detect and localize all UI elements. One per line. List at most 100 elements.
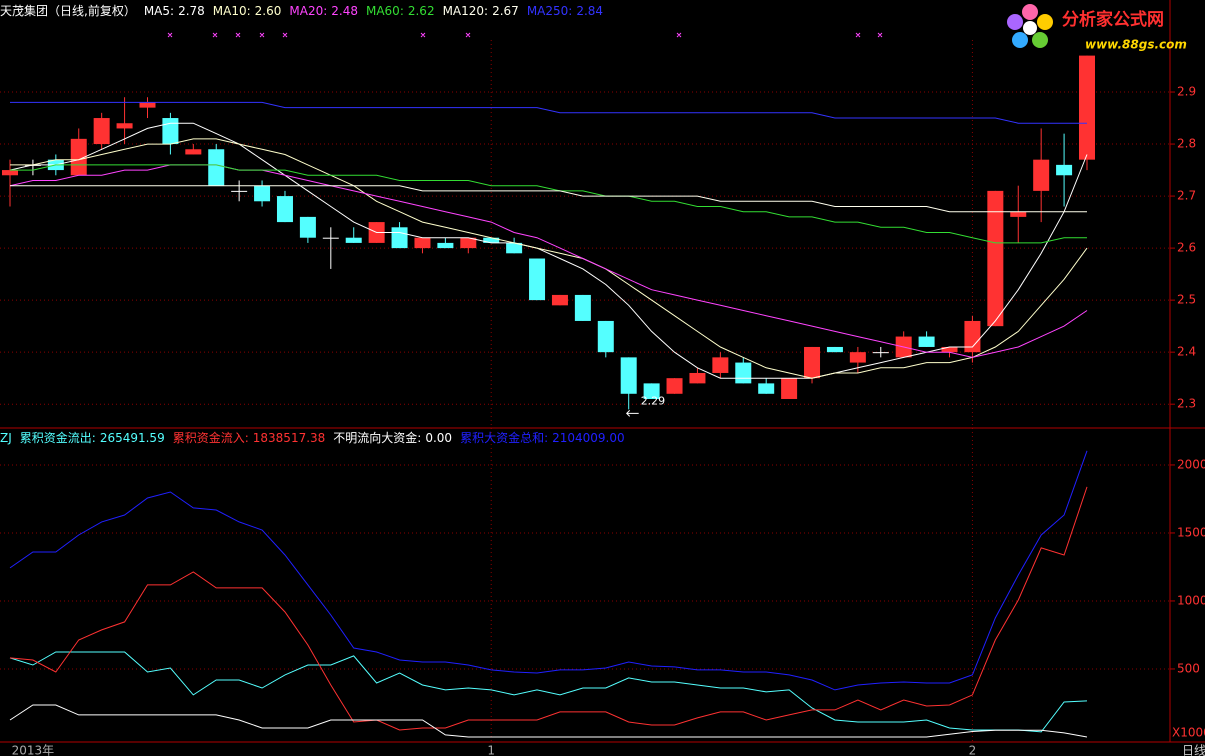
x-tick-label: 1 xyxy=(487,744,495,756)
annotation-arrow xyxy=(625,410,639,417)
legend-value: 1838517.38 xyxy=(253,431,326,445)
candle-body xyxy=(231,190,248,192)
series-line xyxy=(9,450,1088,691)
legend-value: 2.84 xyxy=(576,4,603,18)
logo-petal xyxy=(1022,4,1038,20)
candle-body xyxy=(666,378,683,394)
candle-body xyxy=(1056,164,1073,176)
candle-body xyxy=(597,320,614,353)
candle-body xyxy=(551,294,568,306)
candle-body xyxy=(506,242,523,254)
signal-mark xyxy=(167,32,883,38)
candle-body xyxy=(162,118,179,145)
legend-value: 265491.59 xyxy=(100,431,165,445)
logo-petal xyxy=(1012,32,1028,48)
candle-body xyxy=(116,123,133,129)
chart-title: ZJ xyxy=(0,431,12,445)
y-tick-label: 1500 xyxy=(1177,525,1205,539)
candle-body xyxy=(70,138,87,176)
candle-body xyxy=(689,372,706,384)
unit-label: X1000 xyxy=(1172,726,1205,740)
y-tick-label: 2.5 xyxy=(1177,293,1196,307)
x-tick-label: 2013年 xyxy=(12,744,55,756)
logo-url: www.88gs.com xyxy=(1085,38,1187,52)
series-line xyxy=(10,101,1087,124)
y-tick-label: 2000 xyxy=(1177,457,1205,471)
candle-body xyxy=(826,346,843,353)
chart-title: 天茂集团（日线,前复权） xyxy=(0,3,136,18)
candle-body xyxy=(529,258,546,301)
candle-body xyxy=(987,190,1004,327)
series-line xyxy=(9,651,1088,733)
candle-body xyxy=(849,352,866,363)
logo-petal xyxy=(1037,14,1053,30)
candle-body xyxy=(139,102,156,108)
legend-value: 2.60 xyxy=(255,4,282,18)
candle-body xyxy=(460,237,477,249)
y-tick-label: 500 xyxy=(1177,661,1200,675)
legend-value: 2.67 xyxy=(492,4,519,18)
legend-name: 累积资金流出: xyxy=(20,430,96,445)
logo-petal xyxy=(1032,32,1048,48)
y-tick-label: 2.3 xyxy=(1177,397,1196,411)
candle-body xyxy=(1010,211,1027,217)
y-tick-label: 2.7 xyxy=(1177,189,1196,203)
candle-body xyxy=(781,378,798,399)
candle-body xyxy=(437,242,454,249)
candle-body xyxy=(345,237,362,243)
candle-body xyxy=(1079,55,1095,160)
plot: 2.3 2.4 2.5 2.6 2.7 2.8 2.9 500 1000 1500 2000 2013… xyxy=(0,40,1205,756)
legend-value: 2104009.00 xyxy=(552,431,625,445)
candle-body xyxy=(872,352,889,354)
candle-body xyxy=(712,357,729,373)
y-tick-label: 2.4 xyxy=(1177,345,1196,359)
candle-body xyxy=(322,237,339,239)
series-line xyxy=(9,704,1088,738)
legend-name: MA250: xyxy=(527,4,573,18)
candle-body xyxy=(185,149,202,155)
y-tick-label: 2.6 xyxy=(1177,241,1196,255)
series-line xyxy=(10,185,1087,213)
legend-name: 不明流向大资金: xyxy=(333,430,421,445)
candle-body xyxy=(804,346,821,379)
logo-name: 分析家公式网 xyxy=(1062,9,1164,30)
logo-center xyxy=(1023,21,1037,35)
candle-body xyxy=(254,185,271,202)
legend-value: 0.00 xyxy=(425,431,452,445)
legend-value: 2.78 xyxy=(178,4,205,18)
series-line xyxy=(9,122,1088,379)
logo: 分析家公式网 www.88gs.com xyxy=(1007,4,1187,52)
logo-petal xyxy=(1007,14,1023,30)
series-line xyxy=(10,164,1087,244)
y-tick-label: 2.9 xyxy=(1177,85,1196,99)
period-label: 日线 xyxy=(1182,744,1205,756)
candle-body xyxy=(483,237,500,243)
y-tick-label: 1000 xyxy=(1177,593,1205,607)
signal-marks xyxy=(167,32,883,38)
header: 天茂集团（日线,前复权） MA5: 2.78 MA10: 2.60 MA20: 2.48 MA… xyxy=(0,3,603,18)
candle-body xyxy=(643,383,660,399)
header: ZJ 累积资金流出: 265491.59 累积资金流入: 1838517.38 不明流向大… xyxy=(0,430,625,445)
legend-name: MA60: xyxy=(366,4,404,18)
candle-body xyxy=(1033,159,1050,191)
legend-value: 2.62 xyxy=(408,4,435,18)
x-tick-label: 2 xyxy=(969,744,977,756)
candle-body xyxy=(620,357,637,394)
legend-value: 2.48 xyxy=(331,4,358,18)
candle-body xyxy=(574,294,591,321)
candle-body xyxy=(414,237,431,249)
legend-name: 累积大资金总和: xyxy=(460,430,548,445)
candle-body xyxy=(391,227,408,249)
legend-name: MA120: xyxy=(443,4,489,18)
legend-name: MA5: xyxy=(144,4,174,18)
candle-body xyxy=(964,320,981,353)
series-line xyxy=(9,486,1088,731)
candle-body xyxy=(758,383,775,394)
candle-body xyxy=(941,346,958,353)
candle-body xyxy=(93,118,110,145)
candle-body xyxy=(735,362,752,384)
